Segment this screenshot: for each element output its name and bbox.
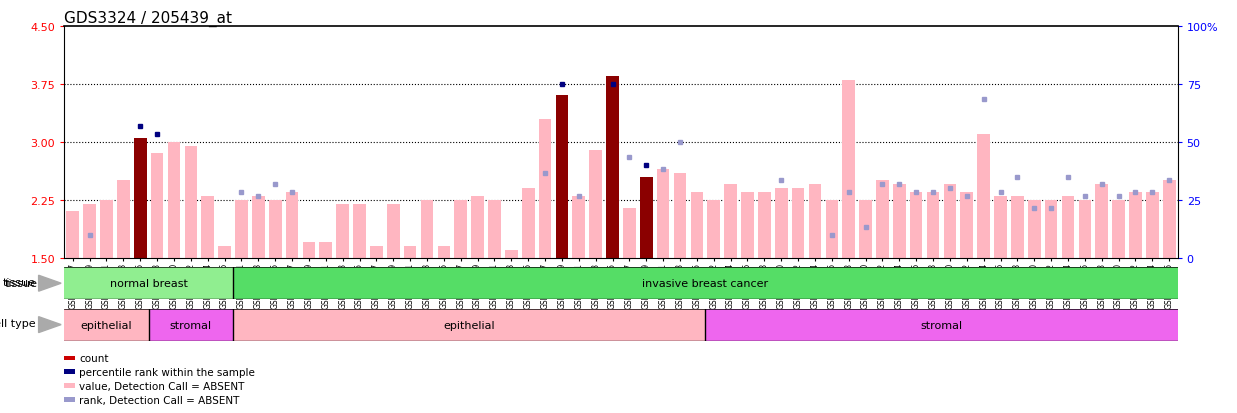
Bar [252, 197, 265, 258]
Bar [151, 154, 163, 258]
Bar [758, 192, 771, 258]
Bar [944, 185, 956, 258]
Bar [690, 192, 703, 258]
Bar [705, 309, 1178, 341]
Bar [64, 397, 75, 402]
Bar [623, 208, 636, 258]
Bar [910, 192, 923, 258]
Bar [148, 309, 233, 341]
Text: percentile rank within the sample: percentile rank within the sample [79, 367, 255, 377]
Bar [286, 192, 298, 258]
Bar [1112, 200, 1124, 258]
Bar [589, 150, 602, 258]
Bar [505, 250, 517, 258]
Text: count: count [79, 353, 109, 363]
Bar [218, 247, 231, 258]
Text: cell type: cell type [0, 318, 36, 328]
Bar [1129, 192, 1142, 258]
Bar [438, 247, 450, 258]
Bar [825, 200, 839, 258]
Bar [725, 185, 737, 258]
Bar [774, 189, 788, 258]
Text: stromal: stromal [169, 320, 212, 330]
Text: tissue: tissue [2, 277, 36, 287]
Bar [387, 204, 400, 258]
Bar [1096, 185, 1108, 258]
Bar [657, 169, 669, 258]
Bar [640, 177, 653, 258]
Bar [64, 309, 148, 341]
Bar [1079, 200, 1091, 258]
Text: tissue: tissue [5, 278, 37, 289]
Bar [303, 243, 315, 258]
Bar [118, 181, 130, 258]
Bar [64, 268, 233, 299]
Bar [233, 268, 1178, 299]
Text: value, Detection Call = ABSENT: value, Detection Call = ABSENT [79, 381, 245, 391]
Bar [674, 173, 687, 258]
Bar [268, 200, 282, 258]
Bar [489, 200, 501, 258]
Bar [1163, 181, 1175, 258]
Bar [319, 243, 332, 258]
Bar [233, 309, 705, 341]
Bar [893, 185, 905, 258]
Bar [792, 189, 804, 258]
Bar [354, 204, 366, 258]
Bar [83, 204, 96, 258]
Bar [708, 200, 720, 258]
Bar [555, 96, 568, 258]
Text: normal breast: normal breast [110, 278, 188, 289]
Bar [168, 142, 181, 258]
Bar [64, 356, 75, 360]
Bar [539, 119, 552, 258]
Bar [184, 146, 197, 258]
Bar [64, 370, 75, 374]
Bar [67, 212, 79, 258]
Bar [1011, 197, 1024, 258]
Text: invasive breast cancer: invasive breast cancer [642, 278, 768, 289]
Bar [1028, 200, 1040, 258]
Bar [471, 197, 484, 258]
Bar [606, 77, 618, 258]
Bar [842, 81, 855, 258]
Bar [336, 204, 349, 258]
Polygon shape [38, 317, 61, 333]
Bar [860, 200, 872, 258]
Bar [876, 181, 888, 258]
Bar [454, 200, 468, 258]
Bar [573, 197, 585, 258]
Bar [1061, 197, 1074, 258]
Bar [809, 185, 821, 258]
Bar [421, 200, 433, 258]
Text: epithelial: epithelial [80, 320, 132, 330]
Bar [927, 192, 939, 258]
Bar [403, 247, 417, 258]
Bar [134, 139, 146, 258]
Bar [100, 200, 113, 258]
Text: rank, Detection Call = ABSENT: rank, Detection Call = ABSENT [79, 395, 240, 405]
Text: stromal: stromal [920, 320, 962, 330]
Bar [1145, 192, 1159, 258]
Text: GDS3324 / 205439_at: GDS3324 / 205439_at [64, 11, 233, 27]
Bar [977, 135, 990, 258]
Bar [370, 247, 382, 258]
Polygon shape [38, 275, 61, 292]
Bar [960, 192, 974, 258]
Bar [235, 200, 247, 258]
Bar [64, 383, 75, 388]
Text: epithelial: epithelial [443, 320, 495, 330]
Bar [202, 197, 214, 258]
Bar [522, 189, 534, 258]
Bar [741, 192, 753, 258]
Bar [995, 197, 1007, 258]
Bar [1045, 200, 1058, 258]
